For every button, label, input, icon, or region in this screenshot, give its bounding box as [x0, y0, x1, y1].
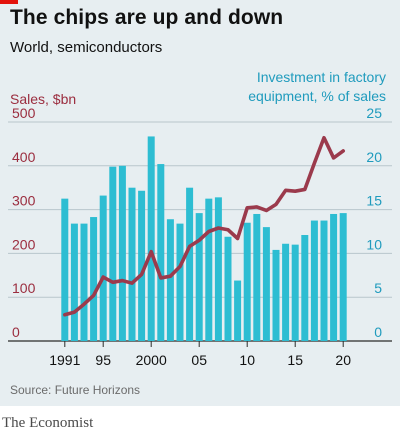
sales-bar: [166, 219, 174, 341]
x-tick-label: 1991: [49, 352, 80, 368]
sales-bar: [205, 198, 213, 341]
chart-title: The chips are up and down: [10, 6, 284, 29]
sales-bar: [186, 187, 194, 341]
x-tick-label: 15: [287, 352, 303, 368]
x-tick-label: 05: [191, 352, 207, 368]
sales-bar: [90, 217, 98, 341]
right-tick-label: 20: [366, 149, 382, 165]
left-tick-label: 300: [12, 193, 36, 209]
right-axis-label-line-1: Investment in factory: [256, 69, 386, 85]
sales-bar: [157, 164, 165, 341]
brand-red-tab: [0, 0, 18, 4]
x-tick-label: 10: [239, 352, 255, 368]
sales-bar: [291, 244, 299, 341]
sales-bar: [262, 227, 270, 341]
left-tick-label: 400: [12, 149, 36, 165]
right-axis-label-line-2: equipment, % of sales: [248, 88, 386, 104]
left-tick-label: 0: [12, 324, 20, 340]
publisher-wordmark: The Economist: [2, 415, 94, 431]
left-tick-label: 500: [12, 105, 36, 121]
sales-bar: [320, 220, 328, 341]
sales-bar: [253, 213, 261, 341]
sales-bar: [234, 280, 242, 341]
investment-line: [63, 135, 346, 317]
right-tick-label: 5: [374, 280, 382, 296]
right-tick-label: 15: [366, 193, 382, 209]
sales-bar: [282, 243, 290, 341]
x-tick-label: 20: [335, 352, 351, 368]
sales-bar: [99, 195, 107, 341]
sales-bar: [224, 236, 232, 341]
sales-bar: [138, 190, 146, 341]
sales-bar: [80, 223, 88, 341]
sales-bar: [195, 213, 203, 341]
right-tick-label: 25: [366, 105, 382, 121]
sales-bar: [214, 197, 222, 341]
sales-bar: [301, 235, 309, 341]
sales-bar: [330, 213, 338, 341]
sales-bar: [118, 165, 126, 341]
sales-bar: [70, 223, 78, 341]
sales-bar: [61, 198, 69, 341]
left-tick-label: 200: [12, 236, 36, 252]
x-tick-label: 95: [95, 352, 111, 368]
sales-bar: [339, 213, 347, 341]
x-tick-label: 2000: [136, 352, 167, 368]
sales-bar: [243, 222, 251, 341]
left-axis-label: Sales, $bn: [10, 91, 77, 107]
sales-bar: [147, 136, 155, 341]
sales-bar: [128, 187, 136, 341]
sales-bar: [109, 166, 117, 341]
left-tick-label: 100: [12, 280, 36, 296]
right-tick-label: 10: [366, 236, 382, 252]
sales-bar: [310, 220, 318, 341]
sales-bar: [176, 223, 184, 341]
right-tick-label: 0: [374, 324, 382, 340]
right-axis-label: Investment in factory equipment, % of sa…: [248, 68, 386, 106]
chart-subtitle: World, semiconductors: [10, 39, 163, 56]
sales-bar: [272, 249, 280, 341]
source-note: Source: Future Horizons: [10, 383, 141, 397]
